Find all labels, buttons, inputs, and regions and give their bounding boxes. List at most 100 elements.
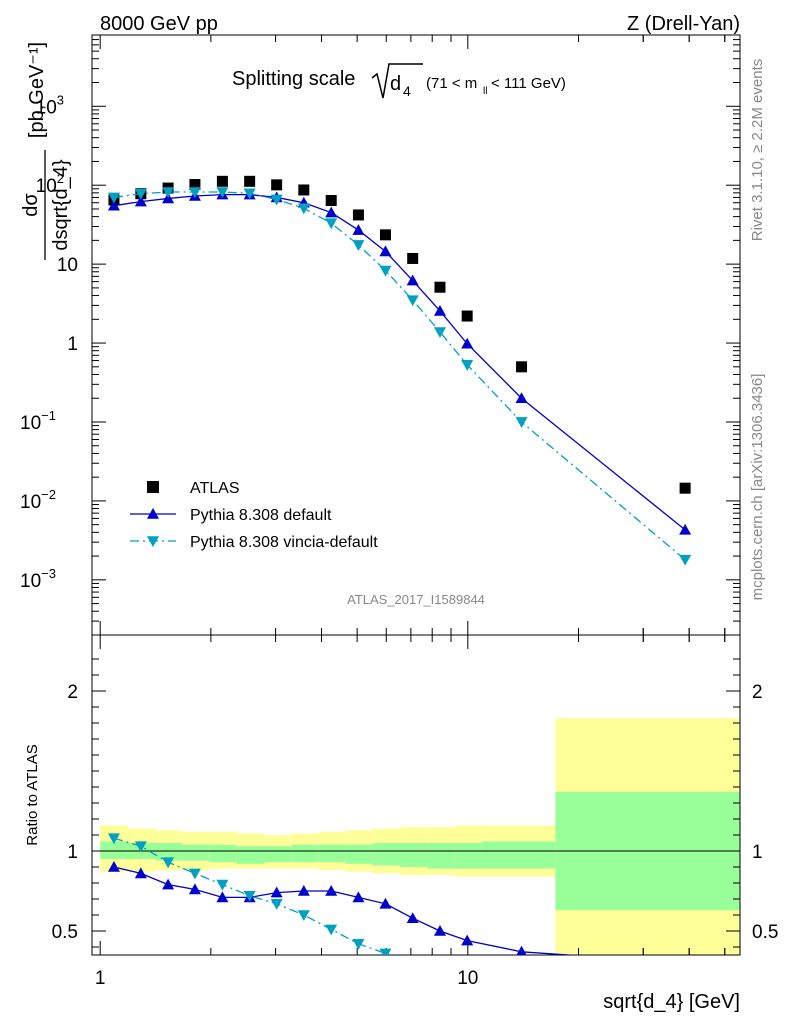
data-point-square bbox=[516, 361, 528, 373]
data-point-square bbox=[325, 195, 337, 207]
ratio-band-inner bbox=[427, 843, 455, 869]
ratio-y-tick-label: 0.5 bbox=[52, 922, 78, 943]
data-series bbox=[107, 175, 692, 985]
series-line-main bbox=[113, 193, 686, 531]
ratio-ylabel: Ratio to ATLAS bbox=[24, 744, 41, 845]
data-point-triangle bbox=[406, 295, 419, 307]
ratio-point bbox=[297, 910, 310, 921]
ratio-y-tick-label: 1 bbox=[67, 842, 78, 863]
sqrt-symbol bbox=[371, 63, 423, 99]
ratio-point bbox=[516, 945, 527, 955]
data-point-square bbox=[352, 209, 364, 221]
data-point-triangle bbox=[107, 199, 120, 211]
ratio-point bbox=[134, 867, 147, 879]
ratio-point bbox=[433, 925, 446, 936]
ratio-panel-frame bbox=[91, 634, 741, 956]
ratio-point bbox=[134, 841, 147, 853]
data-point-triangle bbox=[461, 337, 474, 349]
data-point-square bbox=[461, 310, 473, 322]
legend-label: ATLAS bbox=[190, 480, 240, 497]
ratio-band-inner bbox=[372, 843, 401, 866]
ratio-point bbox=[379, 948, 392, 955]
y-tick-exponent: 3 bbox=[57, 92, 64, 107]
ratio-band-inner bbox=[318, 844, 346, 863]
ratio-point bbox=[297, 885, 310, 896]
data-point-triangle bbox=[352, 240, 365, 251]
data-point-triangle bbox=[107, 192, 120, 204]
ratio-point bbox=[325, 885, 338, 896]
title-symbol: d bbox=[390, 73, 401, 95]
ratio-band-inner bbox=[209, 844, 237, 863]
legend-label: Pythia 8.308 vincia-default bbox=[190, 534, 378, 551]
ratio-point bbox=[162, 878, 175, 890]
ratio-point bbox=[270, 886, 283, 898]
ratio-series bbox=[107, 833, 578, 985]
data-point-square bbox=[407, 252, 419, 264]
axis-ticks bbox=[92, 34, 740, 955]
analysis-id: ATLAS_2017_I1589844 bbox=[347, 592, 485, 607]
y-tick-exponent: −1 bbox=[41, 408, 56, 423]
ratio-point bbox=[407, 958, 419, 969]
plot-title: Splitting scale d 4 (71 < m ll < 111 GeV… bbox=[232, 63, 566, 99]
y-tick-exponent: 2 bbox=[57, 171, 64, 186]
y-tick-label: 10−3 bbox=[20, 566, 56, 592]
series-line-ratio bbox=[113, 866, 578, 955]
main-ylabel: dσ dsqrt{d_4} [pb,GeV⁻¹] bbox=[20, 42, 72, 260]
mcplots-label: mcplots.cern.ch [arXiv:1306.3436] bbox=[749, 374, 766, 601]
data-point-triangle bbox=[216, 187, 229, 199]
ylabel-denominator: dsqrt{d_4} bbox=[50, 159, 72, 251]
data-point-triangle bbox=[406, 274, 419, 286]
ratio-point bbox=[406, 912, 419, 923]
title-text: Splitting scale bbox=[232, 68, 355, 90]
ratio-band-inner bbox=[291, 844, 319, 863]
ratio-band-inner bbox=[264, 846, 292, 863]
ratio-point bbox=[270, 899, 283, 910]
legend-label: Pythia 8.308 default bbox=[190, 507, 332, 524]
ratio-y-tick-label-right: 1 bbox=[752, 842, 763, 863]
y-tick-exponent: −3 bbox=[41, 566, 56, 581]
ratio-band-inner bbox=[100, 841, 128, 859]
ratio-point bbox=[188, 868, 201, 880]
ratio-point bbox=[516, 974, 528, 985]
y-tick-label: 10−2 bbox=[20, 487, 56, 513]
ratio-point bbox=[216, 879, 229, 891]
data-point-triangle bbox=[515, 392, 528, 404]
ratio-band-inner bbox=[400, 843, 428, 867]
data-point-square bbox=[679, 482, 691, 494]
ratio-y-tick-label: 2 bbox=[67, 682, 78, 703]
data-point-triangle bbox=[379, 265, 392, 277]
x-axis-label: sqrt{d_4} [GeV] bbox=[603, 991, 740, 1013]
header-left: 8000 GeV pp bbox=[100, 13, 218, 35]
data-point-triangle bbox=[515, 417, 528, 428]
data-point-triangle bbox=[433, 327, 446, 339]
ratio-band-inner bbox=[345, 844, 373, 864]
data-point-triangle bbox=[297, 203, 310, 215]
ratio-point bbox=[434, 963, 446, 974]
x-tick-label: 1 bbox=[95, 968, 106, 989]
data-point-square bbox=[434, 281, 446, 293]
ratio-y-tick-label-right: 2 bbox=[752, 682, 763, 703]
data-point-square bbox=[298, 184, 310, 196]
y-tick-label: 10−1 bbox=[20, 408, 56, 434]
data-point-triangle bbox=[433, 304, 446, 316]
ratio-point bbox=[216, 891, 229, 903]
series-line-main bbox=[113, 191, 686, 561]
rivet-label: Rivet 3.1.10, ≥ 2.2M events bbox=[749, 59, 766, 242]
data-point-triangle bbox=[270, 194, 283, 206]
legend-marker bbox=[147, 536, 159, 547]
data-point-triangle bbox=[134, 195, 147, 207]
title-subscript: 4 bbox=[403, 83, 411, 99]
data-point-triangle bbox=[243, 188, 256, 200]
data-point-triangle bbox=[379, 245, 392, 257]
data-point-square bbox=[189, 179, 201, 191]
ratio-point bbox=[243, 891, 256, 902]
ratio-point bbox=[325, 924, 338, 936]
data-point-triangle bbox=[325, 218, 338, 230]
ratio-point bbox=[107, 861, 120, 872]
ratio-point bbox=[461, 934, 474, 946]
ratio-point bbox=[352, 939, 365, 950]
data-point-triangle bbox=[461, 360, 474, 371]
title-range-suffix: < 111 GeV) bbox=[491, 75, 566, 92]
data-point-triangle bbox=[679, 554, 692, 566]
